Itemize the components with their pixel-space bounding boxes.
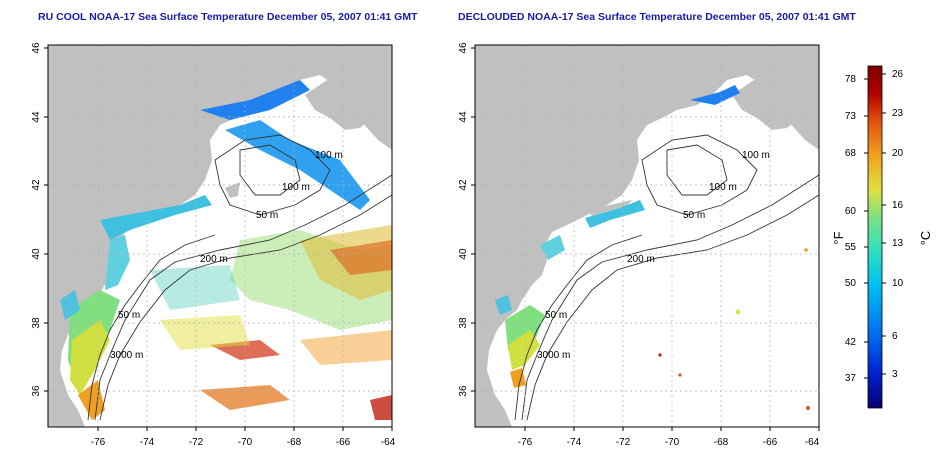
land-nova-scotia (305, 60, 392, 130)
lat-tick-42-left: 42 (31, 179, 42, 191)
lat-tick-40-left: 40 (31, 248, 42, 260)
lat-tick-44-right: 44 (458, 111, 469, 123)
lat-tick-38-left: 38 (31, 317, 42, 329)
lon-tick-68-left: -68 (287, 437, 302, 448)
lat-axis-left (44, 47, 48, 392)
isobath-label-100m-b-right: 100 m (709, 182, 737, 193)
colorbar-f-tick-73: 73 (845, 111, 857, 122)
left-map-title: RU COOL NOAA-17 Sea Surface Temperature … (38, 11, 418, 23)
lat-tick-40-right: 40 (458, 248, 469, 260)
isobath-label-100m-b: 100 m (282, 182, 310, 193)
lon-axis-left (97, 427, 393, 431)
colorbar-c-tick-16: 16 (892, 200, 904, 211)
isobath-label-200m: 200 m (200, 254, 228, 265)
colorbar-unit-f: °F (831, 231, 846, 244)
lat-tick-44-left: 44 (31, 111, 42, 123)
colorbar-c-tick-6: 6 (892, 331, 898, 342)
colorbar-f-tick-50: 50 (845, 278, 857, 289)
colorbar-c-tick-20: 20 (892, 148, 904, 159)
isobath-label-50m-b: 50 m (118, 310, 140, 321)
colorbar-f-tick-78: 78 (845, 74, 857, 85)
colorbar-gradient (867, 65, 883, 409)
colorbar-f-tick-68: 68 (845, 148, 857, 159)
colorbar-c-tick-3: 3 (892, 369, 898, 380)
isobaths-right (514, 134, 819, 421)
lon-tick-72-right: -72 (616, 437, 631, 448)
isobath-label-50m-b-right: 50 m (545, 310, 567, 321)
isobath-label-3000m: 3000 m (110, 350, 143, 361)
isobath-label-100m-a: 100 m (315, 150, 343, 161)
lon-tick-76-left: -76 (91, 437, 106, 448)
colorbar-f-tick-55: 55 (845, 242, 857, 253)
land-nova-scotia-right (732, 60, 819, 130)
colorbar-f-tick-42: 42 (845, 337, 857, 348)
colorbar-c-tick-23: 23 (892, 108, 904, 119)
isobaths-left (87, 134, 392, 421)
colorbar-f-tick-37: 37 (845, 373, 857, 384)
land-long-island-right (587, 200, 632, 216)
lon-tick-76-right: -76 (518, 437, 533, 448)
isobath-label-200m-right: 200 m (627, 254, 655, 265)
isobath-label-50m-a-right: 50 m (683, 210, 705, 221)
grid-left (48, 45, 392, 427)
land-mainland (48, 45, 392, 427)
temperature-colorbar: 78 73 68 60 55 50 42 37 26 23 20 16 13 1… (831, 65, 933, 409)
lat-tick-42-right: 42 (458, 179, 469, 191)
lat-tick-36-left: 36 (31, 385, 42, 397)
lon-tick-70-left: -70 (238, 437, 253, 448)
lon-tick-64-left: -64 (381, 437, 396, 448)
colorbar-c-tick-13: 13 (892, 238, 904, 249)
sst-patches-left (60, 80, 392, 420)
lat-tick-46-right: 46 (458, 42, 469, 54)
lon-tick-74-right: -74 (567, 437, 582, 448)
lat-tick-46-left: 46 (31, 42, 42, 54)
isobath-label-50m-a: 50 m (256, 210, 278, 221)
lon-tick-70-right: -70 (665, 437, 680, 448)
grid-right (475, 45, 819, 427)
lon-axis-right (524, 427, 820, 431)
isobath-label-100m-a-right: 100 m (742, 150, 770, 161)
land-cape-cod (225, 182, 240, 198)
lon-tick-72-left: -72 (189, 437, 204, 448)
colorbar-unit-c: °C (918, 231, 933, 246)
colorbar-c-tick-10: 10 (892, 278, 904, 289)
right-map[interactable]: 100 m 100 m 50 m 200 m 50 m 3000 m 46 44… (458, 42, 820, 448)
lat-tick-36-right: 36 (458, 385, 469, 397)
lon-tick-64-right: -64 (805, 437, 820, 448)
land-mainland-right (475, 45, 819, 427)
lon-tick-68-right: -68 (714, 437, 729, 448)
isobath-label-3000m-right: 3000 m (537, 350, 570, 361)
colorbar-f-tick-60: 60 (845, 206, 857, 217)
right-map-title: DECLOUDED NOAA-17 Sea Surface Temperatur… (458, 11, 856, 23)
colorbar-c-tick-26: 26 (892, 69, 904, 80)
lat-axis-right (471, 47, 475, 392)
lon-tick-66-right: -66 (763, 437, 778, 448)
left-map[interactable]: 100 m 100 m 50 m 200 m 50 m 3000 m 46 44… (31, 42, 396, 448)
lon-tick-74-left: -74 (140, 437, 155, 448)
lon-tick-66-left: -66 (336, 437, 351, 448)
lat-tick-38-right: 38 (458, 317, 469, 329)
